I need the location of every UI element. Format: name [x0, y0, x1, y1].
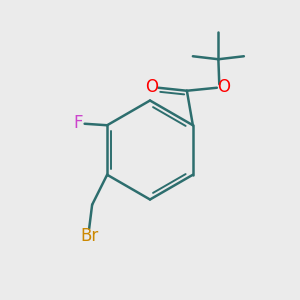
Text: O: O — [145, 78, 158, 96]
Text: Br: Br — [80, 227, 98, 245]
Text: O: O — [217, 78, 230, 96]
Text: F: F — [73, 114, 83, 132]
